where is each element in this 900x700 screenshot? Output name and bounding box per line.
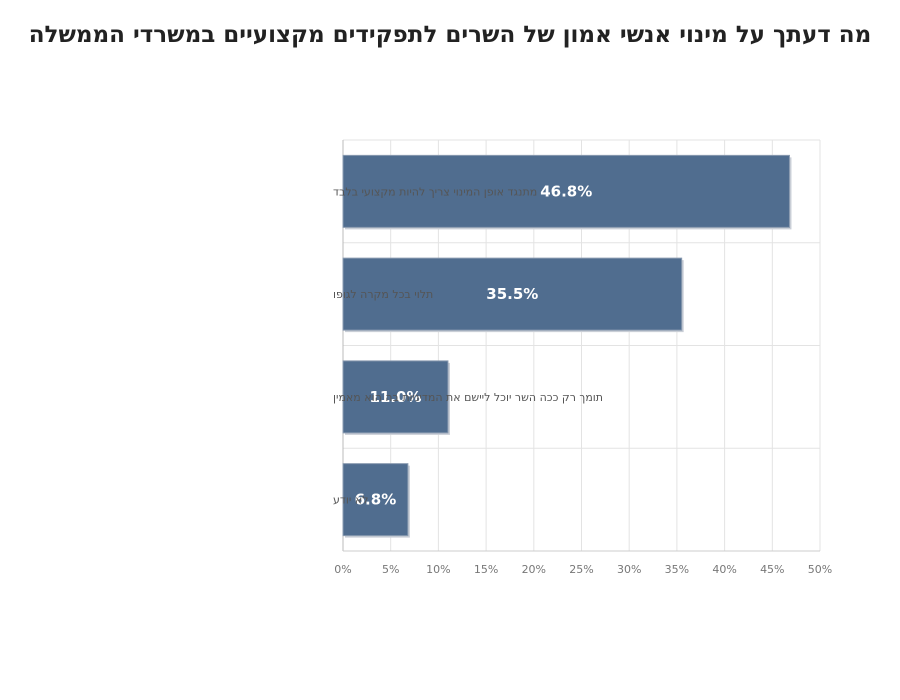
bar [342, 257, 683, 331]
bar [342, 463, 409, 537]
x-tick-label: 5% [382, 563, 399, 576]
data-label: 6.8% [355, 491, 397, 509]
category-label: לא יודע [333, 494, 368, 507]
category-label: תומך רק ככה השר יוכל ליישם את המדיניות ב… [333, 391, 603, 404]
chart-title: מה דעתך על מינוי אנשי אמון של השרים לתפק… [28, 22, 872, 48]
x-tick-label: 0% [334, 563, 351, 576]
bar [342, 154, 790, 228]
bars: 46.8% 35.5% 11.0% 6.8% [342, 154, 792, 538]
x-tick-label: 50% [808, 563, 832, 576]
category-label: תלוי בכל מקרה לגופו [333, 288, 433, 301]
data-label: 46.8% [540, 182, 592, 200]
bar [342, 360, 449, 434]
data-label: 11.0% [369, 388, 421, 406]
x-tick-label: 25% [569, 563, 593, 576]
x-tick-label: 40% [712, 563, 736, 576]
x-tick-label: 45% [760, 563, 784, 576]
x-tick-label: 35% [665, 563, 689, 576]
x-tick-label: 10% [426, 563, 450, 576]
x-tick-label: 15% [474, 563, 498, 576]
category-label: מתנגד אופן המינוי צריך להיות מקצועי בלבד [333, 185, 537, 198]
x-tick-label: 30% [617, 563, 641, 576]
data-label: 35.5% [486, 285, 538, 303]
x-tick-label: 20% [522, 563, 546, 576]
x-axis-ticks: 0% 5% 10% 15% 20% 25% 30% 35% 40% 45% 50% [334, 563, 832, 576]
category-labels: מתנגד אופן המינוי צריך להיות מקצועי בלבד… [333, 185, 603, 506]
